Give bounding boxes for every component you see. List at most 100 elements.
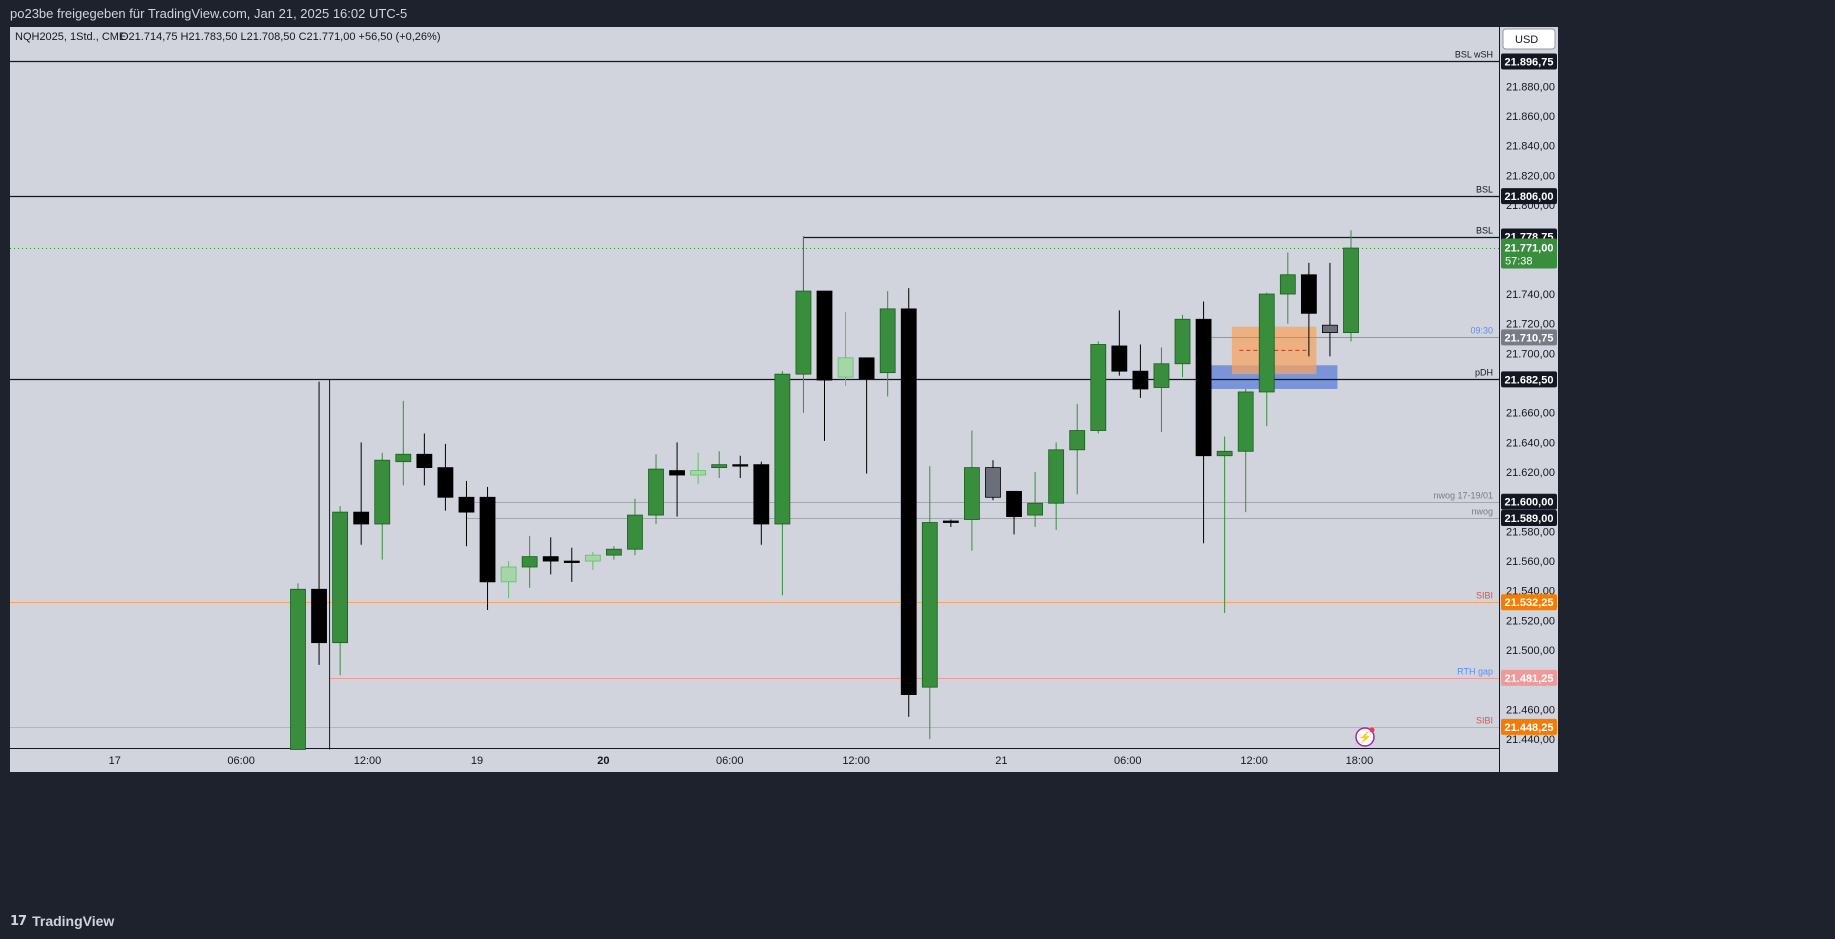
candle-9[interactable] [479,486,496,611]
candle-38[interactable] [1090,341,1107,434]
candle-47[interactable] [1279,252,1296,324]
candle-24[interactable] [795,236,812,413]
price-box-3 [1501,371,1557,388]
candle-body [521,556,538,568]
level-label-2: BSL [1476,226,1493,236]
candle-15[interactable] [606,546,622,560]
candle-44[interactable] [1216,436,1233,613]
candle-22[interactable] [753,461,770,545]
candle-50[interactable] [1343,230,1359,342]
candle-20[interactable] [711,451,728,478]
candle-37[interactable] [1069,403,1086,495]
price-box-9 [1501,718,1557,735]
candle-32[interactable] [964,430,980,551]
axis-corner [1499,748,1558,772]
price-box-5 [1501,493,1557,510]
candle-body [1322,324,1338,334]
x-tick-2: 12:00 [354,755,382,767]
candle-body [921,522,938,688]
price-box-text-0: 21.896,75 [1505,56,1554,68]
bottom-bar: 17 TradingView [0,903,1835,939]
candle-7[interactable] [437,443,454,511]
candle-39[interactable] [1111,310,1128,376]
candle-5[interactable] [395,400,412,486]
bottom-margin [10,772,1835,903]
candle-29[interactable] [900,288,917,717]
candle-21[interactable] [732,455,749,478]
candle-45[interactable] [1237,388,1254,513]
candle-41[interactable] [1153,347,1170,433]
candle-23[interactable] [774,371,791,596]
price-box-8 [1501,669,1557,686]
candle-2[interactable] [332,506,349,676]
candle-42[interactable] [1174,314,1191,378]
candle-40[interactable] [1132,344,1149,398]
candle-43[interactable] [1195,301,1212,544]
x-tick-6: 12:00 [842,755,870,767]
candle-31[interactable] [942,519,959,527]
candle-body [1237,391,1254,452]
candle-14[interactable] [584,552,601,570]
candle-18[interactable] [669,442,685,517]
candle-body [416,453,433,469]
candle-6[interactable] [416,433,433,486]
candle-46[interactable] [1258,292,1275,427]
candle-body [479,496,496,583]
candle-body [542,556,559,562]
price-box-1 [1501,188,1557,205]
candle-body [900,308,917,695]
candle-1[interactable] [311,381,327,665]
candle-33[interactable] [985,460,1001,501]
candle-body [669,470,685,476]
candle-body [395,453,412,463]
tradingview-logo[interactable]: 17 TradingView [10,913,114,929]
candle-13[interactable] [563,547,580,582]
level-label-6: nwog [1471,507,1493,517]
y-tick-9: 21.640,00 [1506,437,1555,449]
alert-badge[interactable]: ⚡ [1355,727,1375,747]
x-tick-9: 12:00 [1240,755,1268,767]
time-axis-background [10,748,1499,772]
candle-3[interactable] [353,442,370,545]
candle-35[interactable] [1027,472,1043,527]
candle-34[interactable] [1006,490,1022,535]
candle-11[interactable] [521,535,538,588]
y-tick-7: 21.700,00 [1506,348,1555,360]
price-box-text-7: 21.532,25 [1505,597,1554,609]
candle-19[interactable] [690,452,707,484]
candle-body [311,588,327,644]
level-label-1: BSL [1476,185,1493,195]
candle-36[interactable] [1048,442,1065,530]
snapshot-title: po23be freigegeben für TradingView.com, … [10,6,408,21]
candle-body [648,468,664,516]
candle-49[interactable] [1322,262,1338,357]
candle-body [1174,318,1191,365]
candle-body [816,290,833,381]
candle-10[interactable] [500,561,517,599]
candlestick-chart[interactable]: BSL wSH BSL BSL pDH 09:30 nwog 17-19/01 nwog SI… [10,27,1835,903]
candle-body [837,357,854,378]
candle-25[interactable] [816,290,833,441]
x-tick-4: 20 [597,755,609,767]
candle-body [795,290,812,375]
candle-27[interactable] [858,357,875,474]
candle-8[interactable] [458,480,475,547]
candle-body [1195,318,1212,457]
currency-button[interactable]: USD [1502,28,1556,50]
y-tick-8: 21.660,00 [1506,408,1555,420]
candle-body [1343,247,1359,334]
candle-26[interactable] [837,311,854,387]
candle-28[interactable] [879,291,896,397]
chart-area[interactable]: BSL wSH BSL BSL pDH 09:30 nwog 17-19/01 nwog SI… [10,27,1835,903]
level-label-4: 09:30 [1470,326,1493,336]
notification-dot [1369,727,1375,733]
current-price-text: 21.771,00 [1505,243,1554,255]
candle-17[interactable] [648,454,664,524]
candle-16[interactable] [627,498,643,556]
candle-48[interactable] [1300,262,1317,357]
candle-30[interactable] [921,466,938,740]
y-tick-3: 21.820,00 [1506,170,1555,182]
candle-4[interactable] [374,452,391,560]
candle-12[interactable] [542,537,559,575]
candle-0[interactable] [290,583,306,750]
